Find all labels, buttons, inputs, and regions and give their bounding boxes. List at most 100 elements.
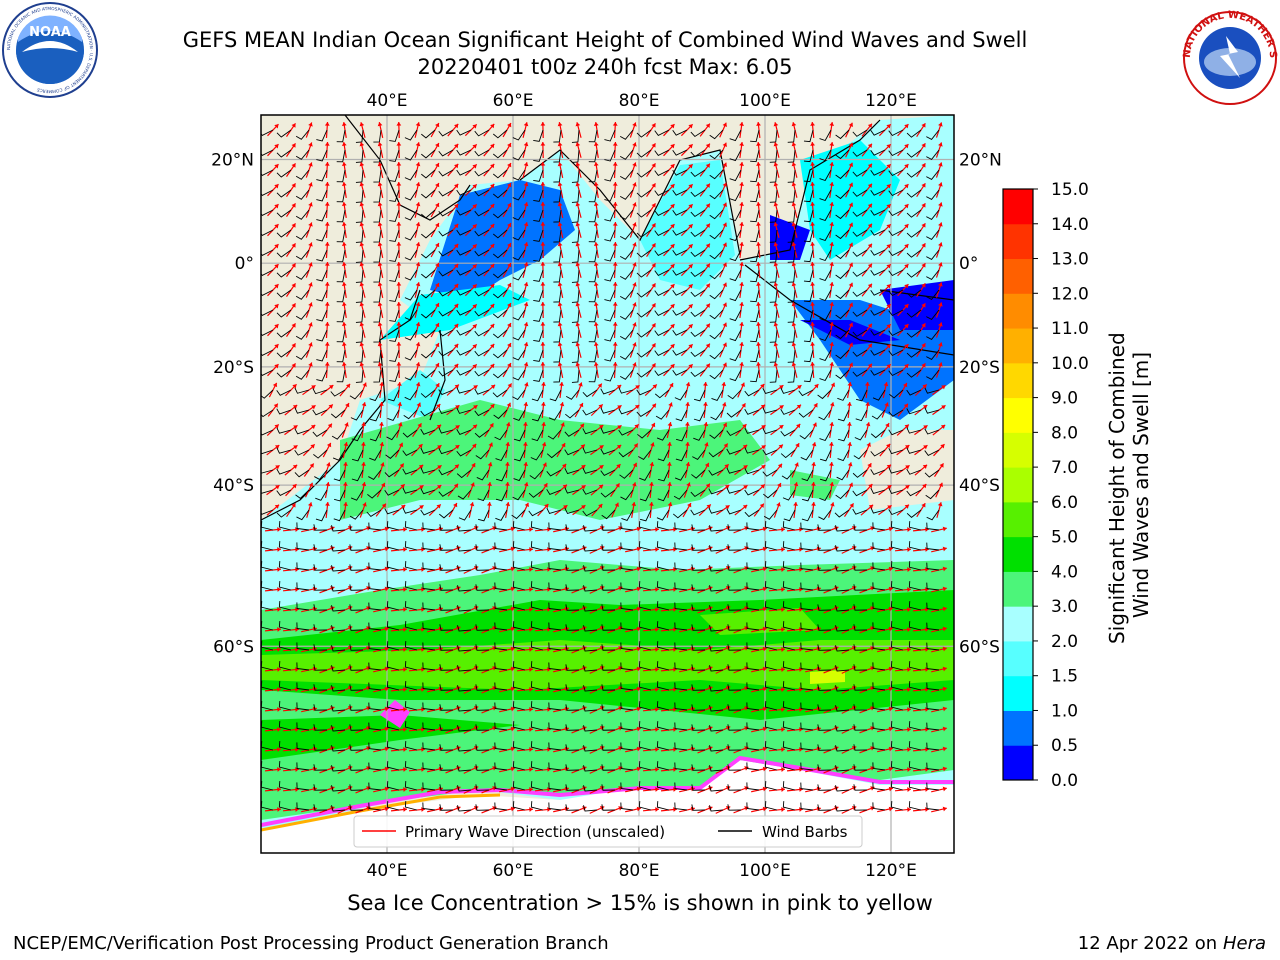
- wind-barb: [533, 249, 544, 262]
- wave-arrow-head: [886, 244, 891, 249]
- wind-barb: [750, 129, 760, 143]
- wind-barb: [278, 721, 292, 731]
- wave-arrow-head: [273, 403, 278, 408]
- wind-barb: [553, 149, 562, 163]
- wind-barb: [709, 645, 724, 652]
- wave-arrow-head: [739, 182, 744, 186]
- wind-barb: [421, 369, 436, 379]
- wave-arrow-head: [636, 746, 641, 752]
- wind-barb: [588, 229, 598, 243]
- wave-arrow-head: [632, 362, 637, 367]
- wind-barb: [422, 622, 436, 631]
- wave-arrow-head: [581, 465, 586, 470]
- wind-barb: [764, 541, 778, 551]
- wave-arrow-head: [341, 122, 347, 127]
- wind-barb: [672, 149, 688, 156]
- wind-barb: [368, 802, 382, 811]
- wave-arrow-head: [347, 585, 353, 591]
- wind-barb: [421, 129, 436, 139]
- wind-barb: [636, 309, 652, 318]
- wind-barb: [438, 209, 454, 217]
- wind-barb: [313, 544, 328, 551]
- wind-barb: [764, 641, 778, 651]
- wind-barb: [276, 149, 292, 158]
- wave-arrow-head: [829, 362, 835, 367]
- wave-arrow-head: [612, 362, 618, 366]
- wave-arrow-head: [415, 162, 421, 167]
- wave-arrow-head: [851, 685, 857, 691]
- colorbar-tick-label: 3.0: [1051, 597, 1078, 617]
- wave-arrow-head: [455, 405, 460, 410]
- wave-arrow-head: [722, 322, 727, 327]
- wave-arrow-head: [867, 143, 872, 149]
- wave-arrow-head: [670, 224, 675, 229]
- wave-arrow-head: [454, 323, 459, 329]
- wind-barb: [656, 781, 670, 791]
- wave-arrow-head: [651, 203, 656, 208]
- wind-barb: [475, 544, 490, 551]
- wave-arrow-head: [308, 162, 313, 167]
- wave-arrow-head: [791, 362, 797, 367]
- wave-arrow-head: [292, 464, 298, 470]
- chart-subtitle: 20220401 t00z 240h fcst Max: 6.05: [417, 55, 793, 79]
- wind-barb: [404, 601, 418, 611]
- wind-barb: [336, 289, 346, 303]
- wind-barb: [389, 169, 400, 182]
- wind-barb: [835, 805, 850, 812]
- wave-arrow-head: [454, 384, 459, 389]
- wave-arrow-head: [421, 687, 425, 692]
- wind-barb: [438, 189, 454, 197]
- wave-arrow-head: [851, 705, 857, 711]
- wind-barb: [890, 641, 904, 651]
- wind-barb: [604, 349, 616, 362]
- wind-barb: [422, 722, 436, 731]
- wave-arrow-head: [575, 182, 581, 187]
- wind-barb: [872, 742, 886, 751]
- wind-barb: [583, 785, 598, 792]
- wave-arrow-head: [324, 222, 330, 226]
- wind-barb: [906, 447, 922, 454]
- wind-barb: [494, 662, 508, 671]
- wave-arrow-head: [848, 322, 854, 328]
- wave-arrow-head: [309, 463, 314, 468]
- wave-arrow-head: [688, 264, 693, 269]
- wave-arrow-head: [938, 162, 943, 167]
- wind-barb: [439, 804, 454, 811]
- wind-barb: [331, 685, 346, 692]
- wave-arrow-head: [274, 364, 279, 369]
- wind-barb: [600, 388, 616, 395]
- wind-barb: [852, 369, 868, 377]
- wave-arrow-head: [473, 805, 479, 811]
- wave-arrow-head: [473, 385, 478, 390]
- wind-barb: [727, 764, 742, 771]
- wind-barb: [764, 681, 778, 691]
- wind-barb: [530, 721, 544, 731]
- wind-barb: [908, 721, 922, 731]
- wind-barb: [316, 129, 328, 142]
- wave-arrow-head: [540, 122, 546, 126]
- wave-arrow-head: [781, 547, 785, 552]
- wind-barb: [926, 742, 940, 751]
- wind-barb: [817, 744, 832, 751]
- wind-barb: [818, 409, 832, 421]
- wind-barb: [890, 761, 904, 771]
- wind-barb: [750, 209, 760, 223]
- wind-barb: [548, 762, 562, 771]
- wave-arrow-head: [472, 144, 477, 149]
- wave-arrow-head: [705, 283, 710, 288]
- wind-barb: [619, 309, 634, 320]
- wind-barb: [474, 409, 490, 417]
- map-legend: Primary Wave Direction (unscaled) Wind B…: [353, 815, 863, 848]
- wind-barb: [313, 604, 328, 611]
- lat-tick-label-left: 60°S: [213, 637, 254, 657]
- wave-arrow-head: [904, 344, 909, 349]
- wave-arrow-head: [651, 263, 656, 268]
- wave-arrow-head: [510, 546, 515, 552]
- wave-arrow-head: [673, 607, 677, 612]
- wind-barb: [709, 269, 724, 280]
- wind-barb: [565, 604, 580, 611]
- wave-arrow-head: [670, 184, 675, 189]
- wind-barb: [803, 189, 814, 203]
- wind-barb: [674, 722, 688, 731]
- wind-barb: [620, 602, 634, 611]
